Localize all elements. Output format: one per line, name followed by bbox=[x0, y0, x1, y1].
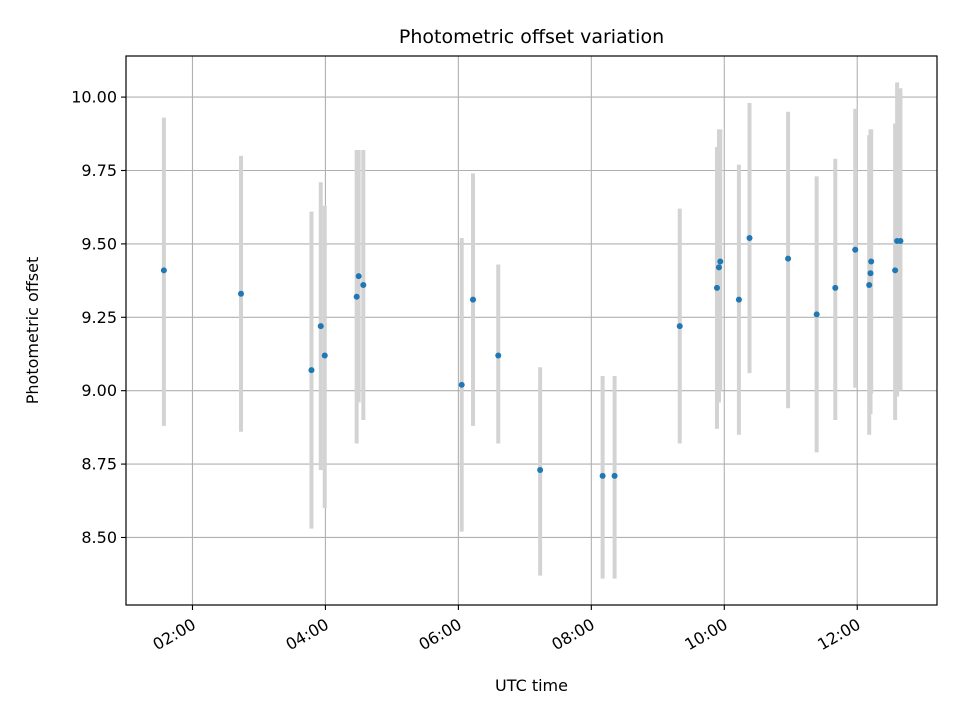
data-point bbox=[360, 281, 367, 288]
grid bbox=[126, 56, 937, 605]
y-tick-label: 9.25 bbox=[81, 308, 117, 327]
data-point bbox=[735, 296, 742, 303]
y-tick-label: 9.75 bbox=[81, 161, 117, 180]
data-points bbox=[160, 235, 904, 479]
y-tick-label: 10.00 bbox=[71, 88, 117, 107]
y-tick-label: 9.50 bbox=[81, 234, 117, 253]
data-point bbox=[832, 284, 839, 291]
data-point bbox=[238, 290, 245, 297]
data-point bbox=[676, 323, 683, 330]
data-point bbox=[599, 472, 606, 479]
data-point bbox=[852, 246, 859, 253]
y-tick-label: 8.50 bbox=[81, 528, 117, 547]
data-point bbox=[715, 264, 722, 271]
data-point bbox=[353, 293, 360, 300]
data-point bbox=[813, 311, 820, 318]
data-point bbox=[321, 352, 328, 359]
data-point bbox=[537, 466, 544, 473]
data-point bbox=[892, 267, 899, 274]
data-point bbox=[355, 273, 362, 280]
data-point bbox=[470, 296, 477, 303]
y-axis-label: Photometric offset bbox=[23, 257, 42, 405]
data-point bbox=[867, 270, 874, 277]
data-point bbox=[785, 255, 792, 262]
data-point bbox=[308, 367, 315, 374]
x-axis-label: UTC time bbox=[495, 676, 568, 695]
y-tick-label: 9.00 bbox=[81, 381, 117, 400]
y-tick-label: 8.75 bbox=[81, 455, 117, 474]
data-point bbox=[495, 352, 502, 359]
data-point bbox=[897, 237, 904, 244]
data-point bbox=[611, 472, 618, 479]
data-point bbox=[458, 381, 465, 388]
data-point bbox=[866, 281, 873, 288]
data-point bbox=[713, 284, 720, 291]
data-point bbox=[160, 267, 167, 274]
data-point bbox=[746, 235, 753, 242]
data-point bbox=[868, 258, 875, 265]
data-point bbox=[717, 258, 724, 265]
plot-frame bbox=[125, 55, 938, 606]
data-point bbox=[317, 323, 324, 330]
chart-title: Photometric offset variation bbox=[399, 26, 664, 48]
y-axis-ticks: 8.50 8.75 9.00 9.25 9.50 9.75 10.00 bbox=[71, 88, 126, 547]
